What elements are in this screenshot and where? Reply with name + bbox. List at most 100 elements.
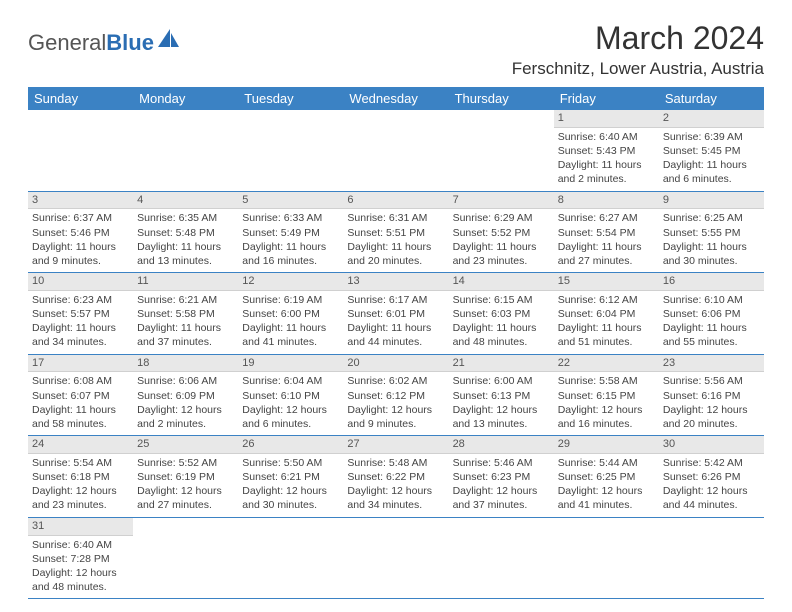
day-cell: 22Sunrise: 5:58 AMSunset: 6:15 PMDayligh… (554, 354, 659, 436)
day-cell: 6Sunrise: 6:31 AMSunset: 5:51 PMDaylight… (343, 191, 448, 273)
day-line: Sunrise: 6:25 AM (663, 211, 760, 225)
day-line: Sunset: 6:04 PM (558, 307, 655, 321)
day-line: Sunrise: 5:54 AM (32, 456, 129, 470)
day-line: and 13 minutes. (453, 417, 550, 431)
day-line: Sunset: 6:15 PM (558, 389, 655, 403)
day-line: Sunset: 5:43 PM (558, 144, 655, 158)
day-line: Daylight: 12 hours (242, 484, 339, 498)
week-row: 1Sunrise: 6:40 AMSunset: 5:43 PMDaylight… (28, 110, 764, 191)
day-content: Sunrise: 6:04 AMSunset: 6:10 PMDaylight:… (238, 372, 343, 435)
week-row: 17Sunrise: 6:08 AMSunset: 6:07 PMDayligh… (28, 354, 764, 436)
day-line: and 44 minutes. (663, 498, 760, 512)
day-line: Sunrise: 6:10 AM (663, 293, 760, 307)
day-content: Sunrise: 5:50 AMSunset: 6:21 PMDaylight:… (238, 454, 343, 517)
day-number: 19 (238, 355, 343, 373)
day-line: Sunrise: 5:56 AM (663, 374, 760, 388)
day-line: Sunset: 5:52 PM (453, 226, 550, 240)
day-line: Sunset: 5:54 PM (558, 226, 655, 240)
day-line: and 23 minutes. (453, 254, 550, 268)
day-cell: 31Sunrise: 6:40 AMSunset: 7:28 PMDayligh… (28, 517, 133, 599)
day-number: 1 (554, 110, 659, 128)
day-line: and 34 minutes. (347, 498, 444, 512)
day-line: and 27 minutes. (558, 254, 655, 268)
day-line: Sunset: 6:25 PM (558, 470, 655, 484)
day-line: Sunrise: 6:17 AM (347, 293, 444, 307)
day-line: Sunrise: 6:31 AM (347, 211, 444, 225)
day-cell (554, 517, 659, 599)
day-line: Daylight: 12 hours (558, 484, 655, 498)
day-line: Sunset: 5:55 PM (663, 226, 760, 240)
day-of-week-header: Sunday (28, 87, 133, 110)
day-line: and 30 minutes. (242, 498, 339, 512)
day-line: and 51 minutes. (558, 335, 655, 349)
title-block: March 2024 Ferschnitz, Lower Austria, Au… (512, 20, 764, 79)
day-cell: 8Sunrise: 6:27 AMSunset: 5:54 PMDaylight… (554, 191, 659, 273)
day-cell (449, 517, 554, 599)
day-cell: 15Sunrise: 6:12 AMSunset: 6:04 PMDayligh… (554, 273, 659, 355)
day-number: 3 (28, 192, 133, 210)
day-line: Daylight: 11 hours (558, 158, 655, 172)
month-title: March 2024 (512, 20, 764, 57)
day-content: Sunrise: 6:33 AMSunset: 5:49 PMDaylight:… (238, 209, 343, 272)
day-line: and 58 minutes. (32, 417, 129, 431)
day-line: and 9 minutes. (32, 254, 129, 268)
day-number: 20 (343, 355, 448, 373)
day-line: and 16 minutes. (242, 254, 339, 268)
day-content: Sunrise: 6:39 AMSunset: 5:45 PMDaylight:… (659, 128, 764, 191)
day-line: Sunset: 6:22 PM (347, 470, 444, 484)
day-cell (343, 110, 448, 191)
week-row: 31Sunrise: 6:40 AMSunset: 7:28 PMDayligh… (28, 517, 764, 599)
logo-text-1: General (28, 30, 106, 55)
day-line: Daylight: 11 hours (137, 321, 234, 335)
day-line: Daylight: 11 hours (32, 321, 129, 335)
day-line: Daylight: 11 hours (663, 321, 760, 335)
day-line: Sunset: 6:09 PM (137, 389, 234, 403)
day-line: and 30 minutes. (663, 254, 760, 268)
day-cell (659, 517, 764, 599)
day-line: Daylight: 12 hours (347, 403, 444, 417)
day-of-week-header: Friday (554, 87, 659, 110)
day-line: Sunset: 6:13 PM (453, 389, 550, 403)
day-line: Sunrise: 6:40 AM (32, 538, 129, 552)
day-line: Sunrise: 5:58 AM (558, 374, 655, 388)
day-cell: 5Sunrise: 6:33 AMSunset: 5:49 PMDaylight… (238, 191, 343, 273)
day-line: Sunrise: 6:23 AM (32, 293, 129, 307)
day-line: Sunset: 6:01 PM (347, 307, 444, 321)
day-content: Sunrise: 6:17 AMSunset: 6:01 PMDaylight:… (343, 291, 448, 354)
day-line: and 20 minutes. (347, 254, 444, 268)
day-line: and 6 minutes. (663, 172, 760, 186)
day-line: Sunrise: 6:08 AM (32, 374, 129, 388)
day-line: and 27 minutes. (137, 498, 234, 512)
day-line: and 23 minutes. (32, 498, 129, 512)
day-content: Sunrise: 6:27 AMSunset: 5:54 PMDaylight:… (554, 209, 659, 272)
day-content: Sunrise: 6:06 AMSunset: 6:09 PMDaylight:… (133, 372, 238, 435)
day-cell: 12Sunrise: 6:19 AMSunset: 6:00 PMDayligh… (238, 273, 343, 355)
day-line: Sunset: 6:23 PM (453, 470, 550, 484)
day-cell: 30Sunrise: 5:42 AMSunset: 6:26 PMDayligh… (659, 436, 764, 518)
day-line: and 16 minutes. (558, 417, 655, 431)
day-line: Sunrise: 6:39 AM (663, 130, 760, 144)
day-cell (133, 110, 238, 191)
day-cell: 28Sunrise: 5:46 AMSunset: 6:23 PMDayligh… (449, 436, 554, 518)
day-number: 27 (343, 436, 448, 454)
week-row: 3Sunrise: 6:37 AMSunset: 5:46 PMDaylight… (28, 191, 764, 273)
day-line: Sunrise: 6:35 AM (137, 211, 234, 225)
day-cell: 10Sunrise: 6:23 AMSunset: 5:57 PMDayligh… (28, 273, 133, 355)
day-number: 8 (554, 192, 659, 210)
day-number: 18 (133, 355, 238, 373)
day-number: 11 (133, 273, 238, 291)
day-line: Daylight: 12 hours (242, 403, 339, 417)
day-line: Sunset: 5:57 PM (32, 307, 129, 321)
calendar-table: SundayMondayTuesdayWednesdayThursdayFrid… (28, 87, 764, 599)
day-number: 30 (659, 436, 764, 454)
day-line: and 41 minutes. (242, 335, 339, 349)
day-line: Daylight: 12 hours (453, 403, 550, 417)
day-line: Sunset: 6:18 PM (32, 470, 129, 484)
day-number: 26 (238, 436, 343, 454)
day-content: Sunrise: 6:21 AMSunset: 5:58 PMDaylight:… (133, 291, 238, 354)
day-line: and 37 minutes. (453, 498, 550, 512)
day-content: Sunrise: 6:35 AMSunset: 5:48 PMDaylight:… (133, 209, 238, 272)
day-line: Daylight: 11 hours (663, 240, 760, 254)
day-line: Daylight: 11 hours (558, 321, 655, 335)
day-line: and 13 minutes. (137, 254, 234, 268)
